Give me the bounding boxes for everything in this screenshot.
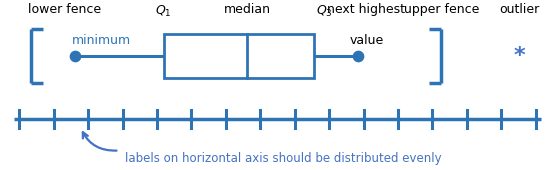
Point xyxy=(354,55,362,57)
Text: *: * xyxy=(513,46,524,66)
Text: outlier: outlier xyxy=(499,3,539,16)
Point xyxy=(70,55,79,57)
Text: minimum: minimum xyxy=(72,34,132,47)
Bar xyxy=(164,34,314,78)
Text: median: median xyxy=(224,3,270,16)
Text: lower fence: lower fence xyxy=(28,3,101,16)
Text: next highest: next highest xyxy=(327,3,405,16)
Text: upper fence: upper fence xyxy=(403,3,479,16)
Text: value: value xyxy=(349,34,384,47)
Text: $Q_3$: $Q_3$ xyxy=(316,3,333,19)
Text: labels on horizontal axis should be distributed evenly: labels on horizontal axis should be dist… xyxy=(125,152,441,165)
Text: $Q_1$: $Q_1$ xyxy=(155,3,172,19)
